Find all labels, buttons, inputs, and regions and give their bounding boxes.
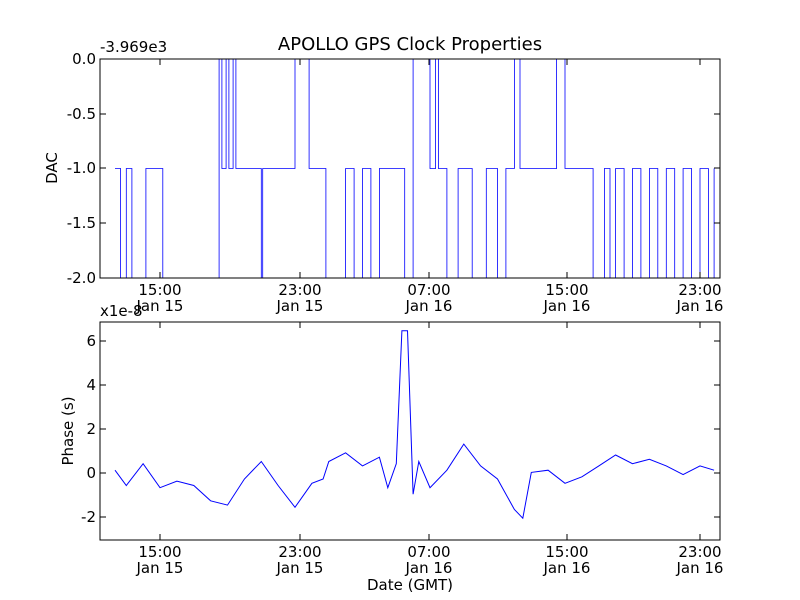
x-tick-date-label: Jan 16 — [543, 297, 591, 315]
y-tick-label: -1.5 — [67, 214, 96, 232]
x-tick-time-label: 23:00 — [678, 281, 721, 299]
x-tick-time-label: 15:00 — [545, 543, 588, 561]
date-axis-label: Date (GMT) — [367, 576, 453, 594]
x-tick-time-label: 07:00 — [407, 281, 450, 299]
y-tick-label: -0.5 — [67, 105, 96, 123]
dac-offset-label: -3.969e3 — [100, 38, 167, 56]
phase-offset-label: x1e-8 — [100, 302, 143, 320]
x-tick-time-label: 07:00 — [407, 543, 450, 561]
y-tick-label: -1.0 — [67, 159, 96, 177]
x-tick-date-label: Jan 15 — [136, 559, 184, 577]
y-tick-label: 6 — [86, 332, 96, 350]
y-tick-label: 2 — [86, 420, 96, 438]
x-tick-time-label: 23:00 — [278, 281, 321, 299]
x-tick-date-label: Jan 16 — [543, 559, 591, 577]
y-tick-label: -2 — [81, 508, 96, 526]
x-tick-date-label: Jan 15 — [276, 297, 324, 315]
x-tick-date-label: Jan 16 — [405, 559, 453, 577]
dac-axis-label: DAC — [43, 152, 61, 184]
figure-title: APOLLO GPS Clock Properties — [278, 34, 542, 55]
x-tick-time-label: 23:00 — [678, 543, 721, 561]
y-tick-label: -2.0 — [67, 269, 96, 287]
x-tick-date-label: Jan 16 — [676, 559, 724, 577]
x-tick-date-label: Jan 15 — [276, 559, 324, 577]
x-tick-time-label: 15:00 — [545, 281, 588, 299]
y-tick-label: 0 — [86, 464, 96, 482]
x-tick-time-label: 15:00 — [138, 543, 181, 561]
x-tick-date-label: Jan 16 — [676, 297, 724, 315]
phase-series-line — [114, 330, 715, 520]
dac-panel: -3.969e3 DAC 0.0-0.5-1.0-1.5-2.015:00Jan… — [43, 38, 723, 315]
y-tick-label: 0.0 — [72, 50, 96, 68]
x-tick-time-label: 15:00 — [138, 281, 181, 299]
phase-panel: x1e-8 Phase (s) Date (GMT) 6420-215:00Ja… — [59, 302, 723, 594]
x-tick-date-label: Jan 16 — [405, 297, 453, 315]
x-tick-date-label: Jan 15 — [136, 297, 184, 315]
phase-plot-frame — [99, 321, 721, 541]
y-tick-label: 4 — [86, 376, 96, 394]
phase-axis-label: Phase (s) — [59, 396, 77, 465]
x-tick-time-label: 23:00 — [278, 543, 321, 561]
